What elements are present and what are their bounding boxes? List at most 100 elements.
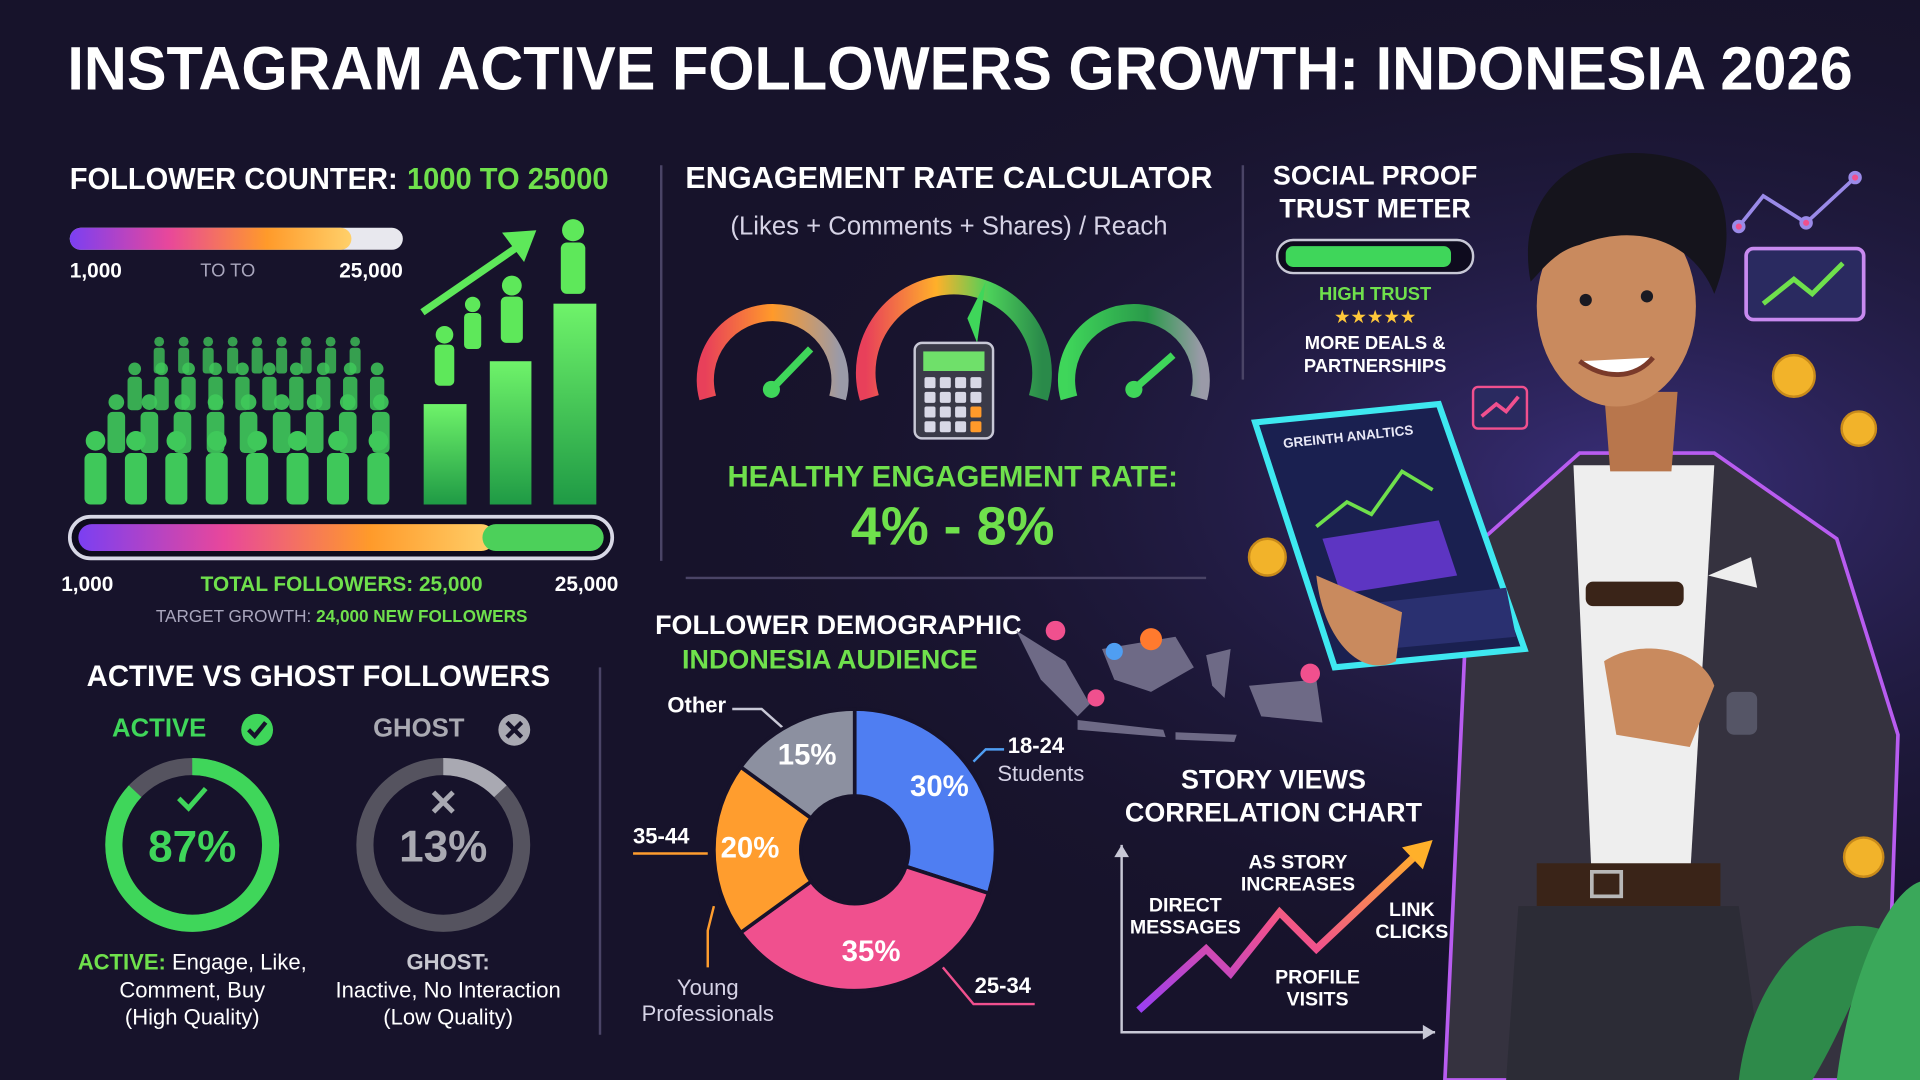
man-illustration-part	[1247, 353, 1885, 878]
man-illustration-part	[1738, 925, 1886, 1080]
follower-counter-part	[489, 361, 532, 505]
follower-counter: FOLLOWER COUNTER: 1000 TO 25000 1,000 TO …	[61, 162, 618, 625]
heading: FOLLOWER DEMOGRAPHIC	[655, 610, 1021, 640]
active-note-label: ACTIVE:	[78, 950, 166, 975]
person-body	[127, 376, 142, 411]
person-head	[263, 362, 276, 376]
donut-value-label: 30%	[910, 770, 969, 803]
person-head	[289, 362, 303, 376]
bar-end: 25,000	[555, 573, 619, 596]
calculator-key	[955, 391, 967, 403]
person-head	[126, 431, 146, 451]
leader-lines-part	[732, 707, 785, 730]
person-body	[84, 453, 107, 505]
man-illustration-part-part	[1732, 219, 1746, 234]
person-head	[287, 431, 308, 451]
start-label: 1,000	[70, 259, 122, 282]
man-illustration-part	[1836, 881, 1920, 1080]
donut-value-label: 20%	[721, 832, 780, 865]
people-illustration	[84, 219, 586, 505]
heading: ACTIVE VS GHOST FOLLOWERS	[87, 660, 551, 693]
benefit: PARTNERSHIPS	[1304, 355, 1446, 376]
man-illustration-part	[1536, 205, 1696, 407]
man-illustration-part	[1590, 870, 1624, 899]
indonesia-map-part	[1175, 732, 1237, 743]
person-body	[464, 312, 482, 349]
active-note-line: Comment, Buy	[119, 978, 265, 1003]
engagement-calculator-part	[855, 274, 1052, 401]
story-label: DIRECT	[1149, 894, 1222, 916]
donut-category: 35-44	[633, 823, 690, 848]
ghost-note-label: GHOST:	[407, 950, 490, 975]
heading: FOLLOWER COUNTER:	[70, 162, 398, 196]
map-pins-part	[1300, 663, 1320, 684]
ring-category: GHOST	[373, 715, 465, 743]
man-illustration-part-part	[1848, 170, 1862, 185]
calculator-key	[924, 377, 936, 389]
person-body	[205, 453, 228, 505]
person-body	[500, 296, 523, 343]
person-head	[207, 394, 224, 410]
person-head	[343, 362, 357, 376]
man-illustration-part	[1527, 152, 1727, 294]
follower-counter-part	[420, 241, 523, 316]
indonesia-map-part	[1077, 720, 1166, 738]
man-illustration-part-part	[1842, 836, 1885, 878]
engagement-calculator-part	[924, 377, 982, 433]
person-body	[367, 453, 390, 505]
man-illustration-part	[1761, 261, 1845, 306]
heading: SOCIAL PROOF	[1273, 161, 1477, 191]
active-vs-ghost-part	[505, 720, 524, 739]
follower-counter-part: FOLLOWER COUNTER: 1000 TO 25000	[70, 162, 609, 196]
story-label: PROFILE	[1275, 967, 1360, 989]
man-illustration-part	[1579, 293, 1592, 307]
donut-segment	[852, 707, 998, 896]
man-illustration-part	[1578, 355, 1655, 377]
map-pins-part	[1140, 628, 1163, 651]
social-proof: SOCIAL PROOF TRUST METER HIGH TRUST ★★★★…	[1273, 161, 1477, 377]
story-label: AS STORY	[1248, 851, 1347, 873]
story-chart-part	[1136, 848, 1423, 1013]
person-head	[501, 275, 522, 296]
person-head	[128, 362, 142, 376]
follower-counter-part: TARGET GROWTH: 24,000 NEW FOLLOWERS	[156, 606, 528, 626]
person-body	[165, 453, 188, 505]
man-illustration-part-part	[1247, 537, 1287, 577]
story-label: CLICKS	[1375, 921, 1448, 943]
story-label: VISITS	[1287, 989, 1349, 1011]
heading-range: 1000 TO 25000	[407, 162, 609, 196]
active-vs-ghost-part: ACTIVE: Engage, Like,	[78, 950, 307, 975]
person-head	[368, 431, 389, 451]
donut-description: Students	[997, 761, 1084, 786]
calculator-key	[970, 406, 982, 418]
man-illustration-part	[1708, 557, 1758, 588]
active-vs-ghost-part	[177, 786, 208, 812]
man-illustration-part-part	[1799, 216, 1813, 230]
ring-arc	[105, 757, 280, 932]
donut-segment	[738, 864, 991, 993]
person-head	[174, 394, 191, 410]
map-pins-part	[1045, 620, 1066, 641]
calculator-key	[970, 421, 982, 433]
person-body	[289, 376, 304, 411]
leader-lines-part	[706, 905, 716, 968]
man-illustration-part-part	[1840, 410, 1878, 447]
man-illustration-part	[1585, 581, 1684, 607]
person-body	[326, 453, 349, 505]
person-body	[246, 453, 269, 505]
heading: STORY VIEWS	[1181, 764, 1366, 794]
person-body	[560, 242, 586, 294]
leader-lines	[633, 707, 1035, 1006]
story-label: MESSAGES	[1130, 916, 1241, 938]
person-head	[178, 336, 189, 347]
person-head	[166, 431, 187, 451]
man-illustration-part-part	[1771, 353, 1816, 398]
target-value: 24,000 NEW FOLLOWERS	[316, 606, 527, 626]
person-body	[262, 376, 277, 411]
follower-counter-part	[69, 227, 352, 250]
person-body	[272, 411, 291, 454]
story-label: LINK	[1389, 899, 1435, 921]
middle-label: TO TO	[200, 260, 255, 281]
ghost-note-line: Inactive, No Interaction	[335, 978, 560, 1003]
